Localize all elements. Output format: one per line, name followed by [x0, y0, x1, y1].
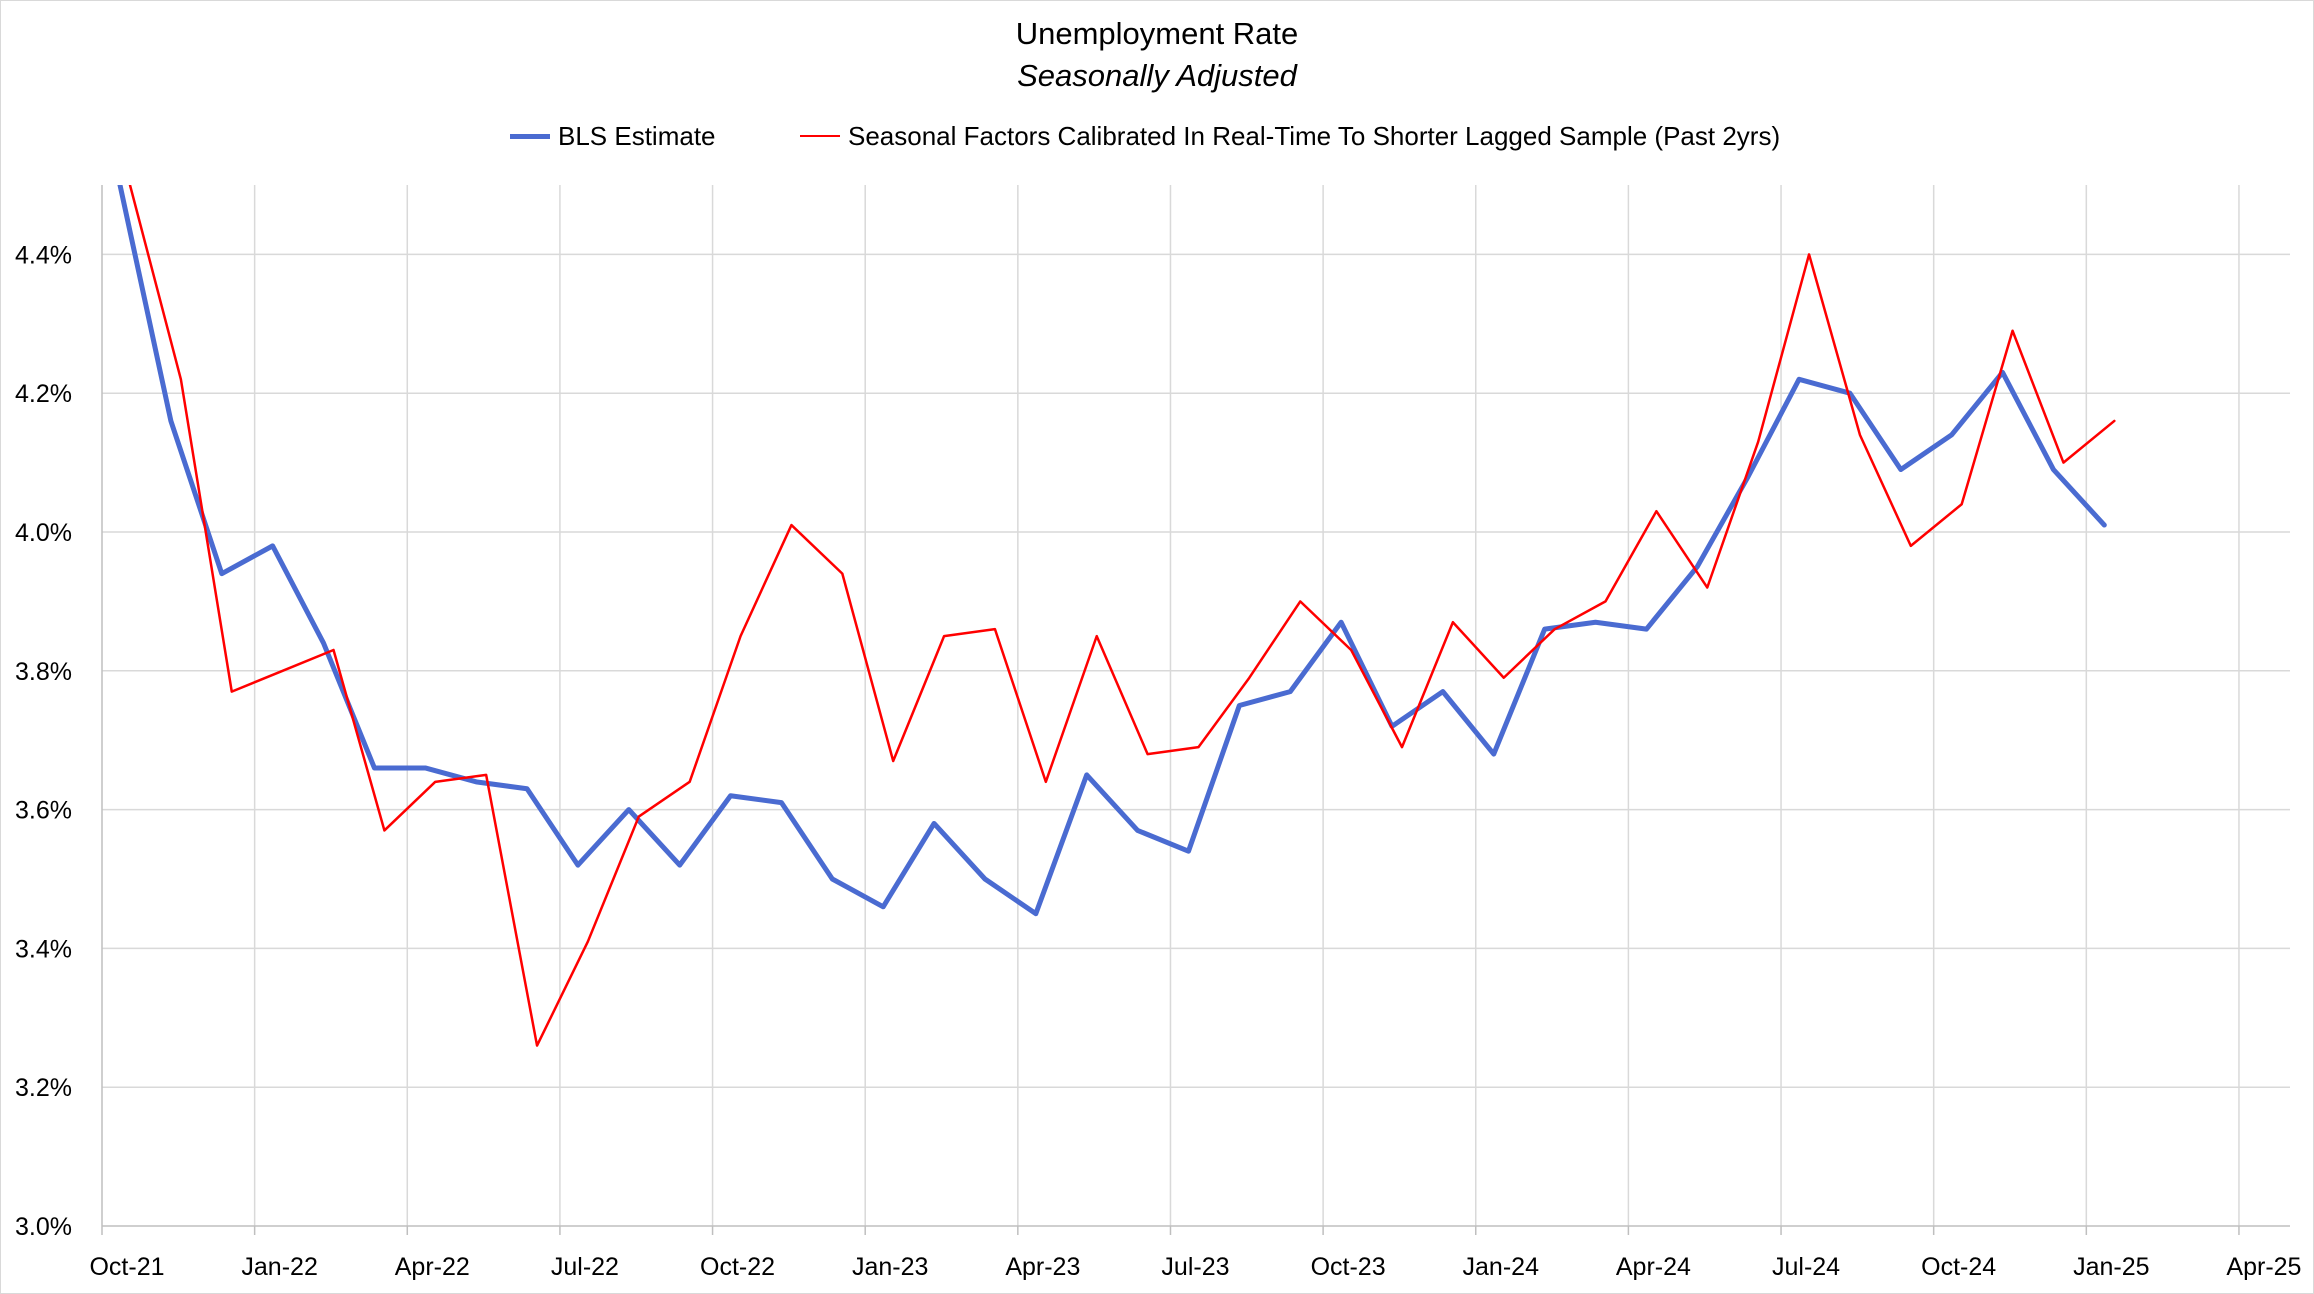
x-tick-label: Apr-24 — [1616, 1253, 1691, 1281]
x-tick-label: Oct-21 — [89, 1253, 164, 1281]
y-tick-label: 4.4% — [15, 241, 72, 269]
x-tick-label: Apr-23 — [1005, 1253, 1080, 1281]
x-tick-label: Jul-24 — [1772, 1253, 1840, 1281]
x-tick-label: Jul-22 — [551, 1253, 619, 1281]
x-tick-label: Oct-23 — [1311, 1253, 1386, 1281]
legend: BLS Estimate Seasonal Factors Calibrated… — [0, 116, 2314, 156]
chart-title: Unemployment Rate — [1015, 16, 1299, 51]
series-line-bls-estimate — [117, 185, 2107, 917]
x-tick-label: Oct-22 — [700, 1253, 775, 1281]
y-tick-label: 4.0% — [15, 519, 72, 547]
axis-layer: 3.0% 3.2% 3.4% 3.6% 3.8% 4.0% 4.2% 4.4% Oct-21 Ja… — [15, 185, 2301, 1281]
legend-swatch-bls — [510, 133, 550, 139]
x-tick-label: Jul-23 — [1161, 1253, 1229, 1281]
legend-item-seasonal: Seasonal Factors Calibrated In Real-Time… — [800, 116, 1780, 156]
chart-subtitle: Seasonally Adjusted — [1017, 58, 1297, 93]
x-tick-label: Jan-22 — [241, 1253, 317, 1281]
x-tick-label: Jan-24 — [1463, 1253, 1540, 1281]
legend-label-seasonal: Seasonal Factors Calibrated In Real-Time… — [848, 120, 1781, 151]
series-line-seasonal-factors — [128, 185, 2116, 1047]
x-tick-label: Oct-24 — [1921, 1253, 1996, 1281]
series-layer — [117, 185, 2116, 1047]
x-tick-label: Apr-25 — [2226, 1253, 2301, 1281]
x-tick-label: Apr-22 — [395, 1253, 470, 1281]
x-tick-label: Jan-23 — [852, 1253, 928, 1281]
y-tick-label: 3.8% — [15, 658, 72, 686]
y-tick-label: 3.4% — [15, 935, 72, 963]
legend-label-bls: BLS Estimate — [558, 120, 716, 151]
legend-swatch-seasonal — [800, 135, 840, 137]
x-tick-label: Jan-25 — [2073, 1253, 2149, 1281]
y-tick-label: 3.2% — [15, 1074, 72, 1102]
y-tick-label: 3.0% — [15, 1213, 72, 1241]
y-tick-label: 3.6% — [15, 797, 72, 825]
legend-item-bls: BLS Estimate — [510, 116, 716, 156]
y-tick-label: 4.2% — [15, 380, 72, 408]
grid-layer — [102, 185, 2290, 1226]
